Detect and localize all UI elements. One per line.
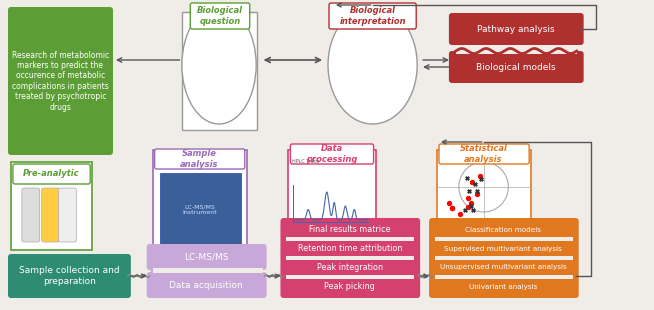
Point [447, 205, 458, 210]
FancyBboxPatch shape [329, 3, 416, 29]
Text: Data acquisition: Data acquisition [169, 281, 243, 290]
Point [472, 192, 482, 197]
Bar [286, 275, 414, 279]
Text: Pre-analytic: Pre-analytic [24, 170, 80, 179]
Point [462, 204, 473, 209]
FancyBboxPatch shape [58, 188, 77, 242]
Text: HPLC Trace: HPLC Trace [292, 159, 320, 164]
Point [464, 188, 474, 193]
FancyBboxPatch shape [449, 51, 583, 83]
Text: Classification models: Classification models [466, 227, 542, 232]
FancyBboxPatch shape [281, 237, 420, 260]
FancyBboxPatch shape [146, 244, 267, 270]
Text: Retention time attribution: Retention time attribution [298, 244, 402, 253]
Text: Final results matrice: Final results matrice [309, 225, 390, 234]
Point [466, 204, 476, 209]
Point [472, 189, 482, 194]
Point [460, 208, 470, 213]
Bar [435, 275, 573, 279]
FancyBboxPatch shape [429, 275, 579, 298]
FancyBboxPatch shape [8, 7, 113, 155]
Text: Biological
interpretation: Biological interpretation [339, 6, 406, 26]
Text: Univariant analysis: Univariant analysis [469, 284, 538, 290]
Text: Peak integration: Peak integration [317, 263, 383, 272]
Text: Supervised multivariant analysis: Supervised multivariant analysis [445, 246, 562, 251]
FancyBboxPatch shape [154, 149, 245, 169]
Bar [152, 268, 263, 273]
Bar [437, 150, 531, 230]
Text: Sample
analysis: Sample analysis [180, 149, 218, 169]
Bar [288, 150, 375, 230]
Bar [435, 237, 573, 241]
Text: Pathway analysis: Pathway analysis [477, 24, 555, 33]
Bar [286, 256, 414, 260]
Text: Research of metabolomic
markers to predict the
occurence of metabolic
complicati: Research of metabolomic markers to predi… [12, 51, 109, 112]
Text: Peak picking: Peak picking [324, 282, 375, 291]
FancyBboxPatch shape [13, 164, 90, 184]
Text: Biological
question: Biological question [197, 6, 243, 26]
FancyBboxPatch shape [429, 218, 579, 241]
FancyBboxPatch shape [290, 144, 373, 164]
FancyBboxPatch shape [449, 13, 583, 45]
FancyBboxPatch shape [439, 144, 529, 164]
Point [455, 212, 465, 217]
FancyBboxPatch shape [22, 188, 40, 242]
Text: Data
processing: Data processing [306, 144, 358, 164]
Bar [456, 48, 577, 54]
Point [470, 181, 480, 186]
Point [468, 207, 478, 212]
Ellipse shape [328, 6, 417, 124]
FancyBboxPatch shape [281, 256, 420, 279]
Point [447, 205, 458, 210]
FancyBboxPatch shape [146, 272, 267, 298]
Text: Statistical
analysis: Statistical analysis [460, 144, 508, 164]
Point [443, 200, 454, 205]
Bar [435, 256, 573, 260]
FancyBboxPatch shape [429, 256, 579, 279]
Point [467, 179, 477, 184]
Bar [160, 173, 241, 248]
FancyBboxPatch shape [190, 3, 250, 29]
Text: LC-MS/MS
Instrument: LC-MS/MS Instrument [183, 205, 218, 215]
Text: Biological models: Biological models [477, 63, 556, 72]
Point [462, 176, 472, 181]
Point [462, 195, 473, 200]
Point [466, 201, 477, 206]
Point [476, 176, 487, 181]
Bar [286, 237, 414, 241]
Text: Sample collection and
preparation: Sample collection and preparation [19, 266, 120, 286]
FancyBboxPatch shape [281, 218, 420, 241]
FancyBboxPatch shape [8, 254, 131, 298]
FancyBboxPatch shape [281, 275, 420, 298]
Bar [11, 162, 92, 250]
FancyBboxPatch shape [42, 188, 60, 242]
Ellipse shape [182, 6, 256, 124]
Bar [182, 12, 256, 130]
Text: LC-MS/MS: LC-MS/MS [184, 253, 228, 262]
FancyBboxPatch shape [429, 237, 579, 260]
Bar [152, 150, 247, 255]
Text: Unsupervised multivariant analysis: Unsupervised multivariant analysis [440, 264, 567, 271]
Point [475, 174, 485, 179]
